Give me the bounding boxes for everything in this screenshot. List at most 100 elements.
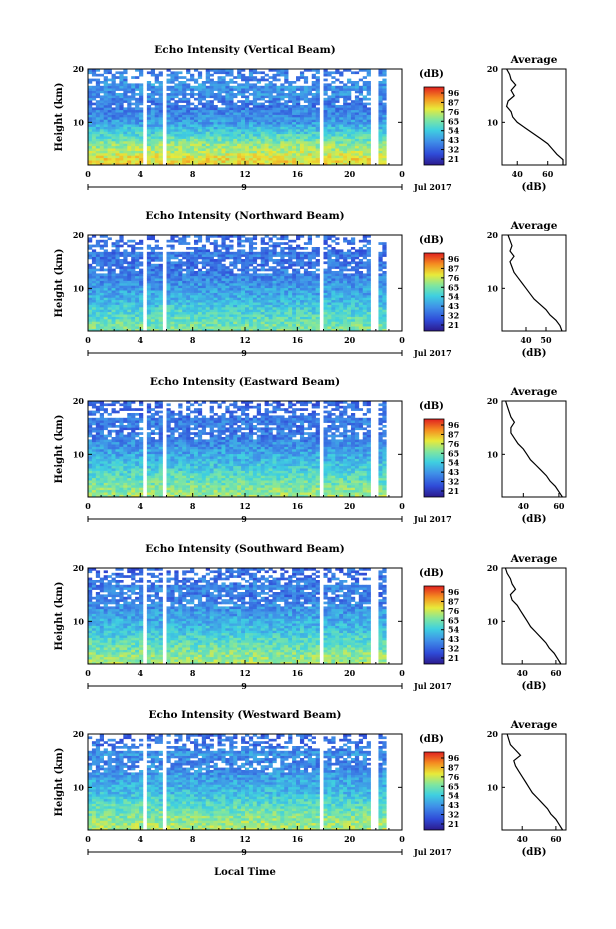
- heatmap-cell: [123, 76, 128, 79]
- heatmap-cell: [95, 93, 101, 96]
- heatmap-cell: [186, 268, 191, 272]
- heatmap-cell: [233, 256, 238, 260]
- heatmap-cell: [91, 321, 97, 325]
- heatmap-cell: [205, 73, 210, 77]
- heatmap-cell: [135, 302, 140, 305]
- heatmap-cell: [139, 95, 144, 99]
- heatmap-cell: [339, 71, 344, 75]
- heatmap-cell: [339, 251, 344, 255]
- heatmap-cell: [127, 129, 132, 132]
- heatmap-cell: [280, 73, 285, 77]
- heatmap-cell: [252, 117, 258, 120]
- heatmap-cell: [111, 100, 116, 103]
- heatmap-cell: [323, 328, 328, 332]
- heatmap-cell: [327, 256, 332, 260]
- heatmap-cell: [150, 153, 156, 156]
- heatmap-cell: [95, 155, 101, 159]
- heatmap-cell: [225, 304, 230, 308]
- heatmap-cell: [358, 145, 364, 149]
- heatmap-cell: [88, 328, 93, 332]
- heatmap-cell: [182, 153, 187, 156]
- heatmap-cell: [264, 302, 269, 305]
- heatmap-cell: [303, 131, 309, 135]
- heatmap-cell: [252, 69, 258, 72]
- heatmap-cell: [268, 295, 273, 298]
- heatmap-cell: [182, 321, 187, 325]
- heatmap-cell: [119, 95, 124, 99]
- heatmap-cell: [115, 129, 120, 132]
- heatmap-cell: [182, 109, 187, 113]
- heatmap-cell: [205, 69, 210, 72]
- heatmap-cell: [378, 283, 383, 286]
- heatmap-cell: [245, 321, 250, 325]
- heatmap-cell: [378, 275, 383, 279]
- heatmap-cell: [292, 119, 297, 123]
- heatmap-cell: [178, 297, 183, 301]
- heatmap-cell: [178, 314, 183, 317]
- heatmap-cell: [288, 309, 293, 313]
- heatmap-cell: [241, 316, 246, 320]
- heatmap-cell: [193, 249, 199, 253]
- heatmap-cell: [354, 323, 360, 327]
- heatmap-cell: [256, 290, 261, 293]
- heatmap-cell: [158, 295, 163, 298]
- heatmap-cell: [358, 266, 364, 269]
- heatmap-cell: [158, 85, 163, 89]
- heatmap-cell: [296, 136, 301, 139]
- heatmap-cell: [311, 247, 316, 250]
- heatmap-cell: [229, 117, 234, 120]
- heatmap-cell: [327, 133, 332, 137]
- heatmap-cell: [166, 162, 171, 166]
- heatmap-cell: [331, 136, 336, 139]
- heatmap-cell: [264, 131, 269, 135]
- heatmap-cell: [123, 138, 128, 142]
- heatmap-cell: [217, 136, 222, 139]
- heatmap-cell: [197, 287, 203, 291]
- heatmap-cell: [229, 124, 234, 127]
- heatmap-cell: [264, 90, 269, 94]
- heatmap-cell: [245, 133, 250, 137]
- heatmap-cell: [182, 141, 187, 144]
- heatmap-cell: [339, 266, 344, 269]
- heatmap-cell: [323, 148, 328, 151]
- heatmap-cell: [296, 107, 301, 111]
- heatmap-cell: [366, 311, 371, 315]
- heatmap-cell: [123, 107, 128, 111]
- heatmap-cell: [323, 242, 328, 245]
- heatmap-cell: [335, 155, 340, 159]
- heatmap-cell: [213, 71, 218, 75]
- heatmap-cell: [95, 299, 101, 303]
- heatmap-cell: [323, 275, 328, 279]
- heatmap-cell: [241, 107, 246, 111]
- heatmap-cell: [335, 280, 340, 284]
- heatmap-cell: [303, 90, 309, 94]
- heatmap-cell: [241, 155, 246, 159]
- heatmap-cell: [150, 85, 156, 89]
- heatmap-cell: [154, 114, 159, 118]
- heatmap-cell: [91, 117, 97, 120]
- heatmap-cell: [248, 112, 254, 115]
- heatmap-cell: [315, 323, 320, 327]
- heatmap-cell: [248, 162, 254, 166]
- heatmap-cell: [288, 155, 293, 159]
- heatmap-cell: [178, 239, 183, 243]
- heatmap-cell: [225, 311, 230, 315]
- heatmap-cell: [307, 275, 313, 279]
- heatmap-cell: [299, 114, 305, 118]
- heatmap-cell: [327, 155, 332, 159]
- heatmap-cell: [248, 309, 254, 313]
- heatmap-cell: [331, 249, 336, 253]
- heatmap-cell: [99, 314, 104, 317]
- heatmap-cell: [299, 157, 305, 161]
- heatmap-cell: [91, 295, 97, 298]
- heatmap-cell: [327, 83, 332, 87]
- heatmap-cell: [99, 126, 104, 130]
- heatmap-cell: [123, 295, 128, 298]
- heatmap-cell: [245, 256, 250, 260]
- heatmap-cell: [229, 292, 234, 296]
- heatmap-cell: [343, 280, 348, 284]
- heatmap-cell: [256, 141, 261, 144]
- heatmap-cell: [139, 162, 144, 166]
- heatmap-cell: [260, 121, 265, 125]
- heatmap-cell: [292, 148, 297, 151]
